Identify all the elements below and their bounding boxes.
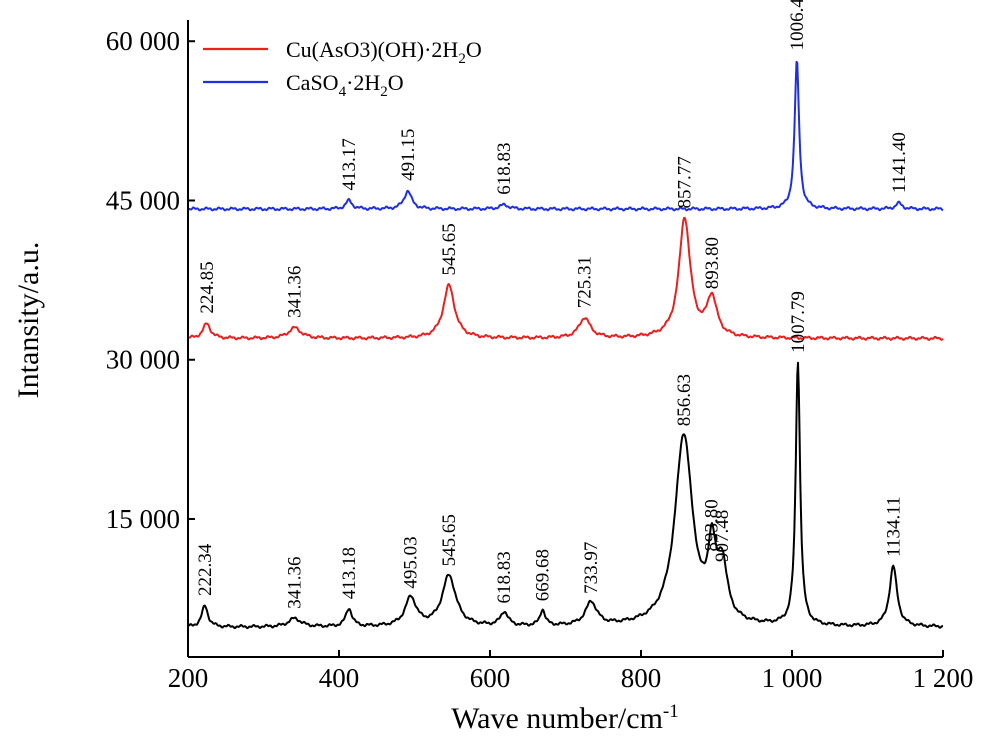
plot-lines: [188, 60, 944, 630]
peak-label: 545.65: [439, 223, 460, 275]
peak-label: 1006.43: [787, 0, 808, 50]
peak-label: 341.36: [285, 266, 306, 318]
peak-label: 1007.79: [788, 291, 809, 353]
y-tick-label: 45 000: [106, 185, 180, 215]
peak-label: 857.77: [675, 156, 696, 208]
peak-label: 725.31: [575, 256, 596, 308]
peak-label: 222.34: [195, 543, 216, 596]
peak-label: 618.83: [494, 142, 515, 194]
peak-label: 1134.11: [883, 497, 904, 557]
x-tick-label: 800: [621, 663, 662, 693]
x-axis-title: Wave number/cm-1: [451, 701, 679, 735]
x-tick-label: 1 200: [913, 663, 974, 693]
legend-item-cu-arsenite: Cu(AsO3)(OH)·2H2O: [203, 37, 482, 67]
peak-label: 1141.40: [889, 132, 910, 193]
x-tick-label: 600: [470, 663, 511, 693]
peak-label: 413.17: [339, 138, 360, 190]
peak-label: 669.68: [533, 549, 554, 601]
legend: Cu(AsO3)(OH)·2H2O CaSO4·2H2O: [203, 37, 482, 100]
peak-label: 495.03: [401, 536, 422, 588]
peak-label: 491.15: [398, 129, 419, 181]
series-line-2: [188, 216, 944, 341]
x-tick-label: 400: [319, 663, 360, 693]
x-axis-title-main: Wave number/cm: [451, 702, 663, 735]
series-line-3: [188, 361, 944, 630]
y-tick-label: 60 000: [106, 26, 180, 56]
peak-labels: 413.17 491.15 618.83 1006.43 1141.40 224.85 34…: [195, 0, 910, 609]
x-tick-label: 1 000: [762, 663, 823, 693]
peak-label: 907.48: [712, 510, 733, 562]
x-axis-title-superscript: -1: [663, 701, 679, 722]
peak-label: 856.63: [674, 374, 695, 426]
peak-label: 893.80: [702, 237, 723, 289]
series-line-1: [188, 60, 944, 212]
legend-item-gypsum: CaSO4·2H2O: [203, 70, 404, 100]
y-tick-label: 30 000: [106, 345, 180, 375]
peak-label: 413.18: [339, 547, 360, 599]
y-axis-title: Intansity/a.u.: [12, 242, 45, 399]
y-tick-label: 15 000: [106, 504, 180, 534]
peak-label: 733.97: [581, 542, 602, 594]
peak-label: 618.83: [494, 551, 515, 603]
peak-label: 341.36: [285, 557, 306, 609]
legend-label: CaSO4·2H2O: [286, 70, 404, 100]
peak-label: 224.85: [197, 261, 218, 313]
peak-label: 893.80: [702, 499, 723, 551]
x-tick-label: 200: [168, 663, 209, 693]
peak-label: 545.65: [439, 514, 460, 566]
legend-label: Cu(AsO3)(OH)·2H2O: [286, 37, 482, 67]
axis-ticks: 200 400 600 800 1 000 1 200 15 000 30 000 45 000…: [106, 26, 974, 693]
